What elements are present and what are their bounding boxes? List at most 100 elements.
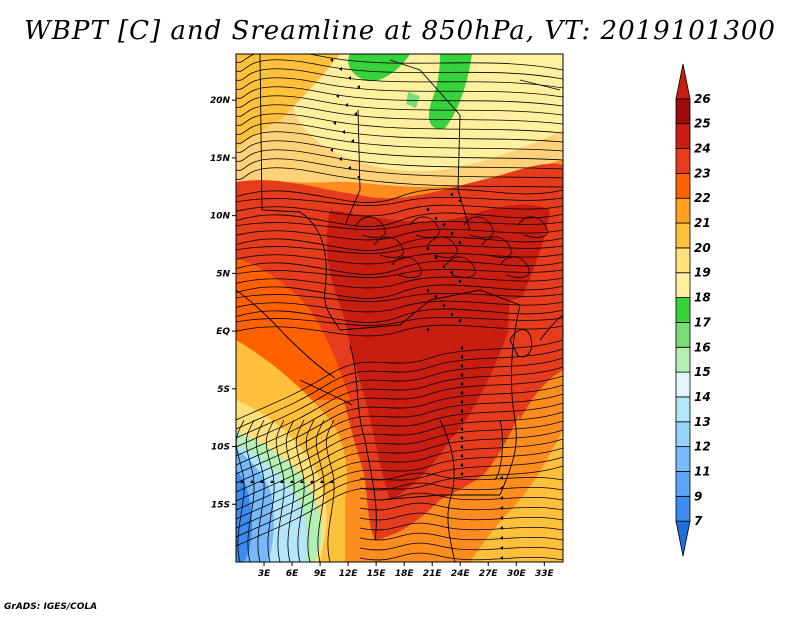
- field-south-orange: [345, 540, 430, 562]
- colorbar-label: 17: [694, 315, 711, 329]
- field-green-nw: [348, 54, 410, 81]
- colorbar-label: 21: [694, 216, 711, 230]
- border-line: [499, 304, 521, 496]
- colorbar-swatch: [675, 247, 691, 274]
- streamline-arrow: [342, 130, 345, 134]
- border-line: [439, 419, 456, 562]
- streamline: [236, 348, 563, 430]
- y-tick-label: 5N: [216, 269, 230, 279]
- streamline: [236, 384, 563, 466]
- streamline-arrow: [348, 76, 351, 80]
- colorbar-arrow-high: [675, 63, 691, 100]
- streamline: [236, 122, 563, 143]
- border-line: [519, 79, 561, 91]
- streamline-arrow: [354, 112, 357, 116]
- streamline-arrow: [460, 364, 463, 368]
- colorbar-label: 13: [694, 415, 711, 429]
- y-tick-label: 5S: [217, 385, 230, 395]
- streamline-arrow: [460, 346, 463, 350]
- border-line: [259, 54, 301, 213]
- colorbar-swatch: [675, 148, 691, 174]
- field-se-tan: [470, 430, 563, 562]
- streamline-arrow: [460, 418, 463, 422]
- streamline-arrow: [250, 480, 254, 483]
- colorbar-swatch: [675, 222, 691, 249]
- streamline: [245, 419, 255, 562]
- streamline-arrow: [458, 279, 461, 284]
- streamline-arrow: [442, 222, 445, 227]
- streamline: [236, 188, 563, 203]
- border-line: [389, 59, 461, 116]
- streamline: [295, 419, 305, 562]
- streamline-arrow: [460, 355, 463, 359]
- field-core-dark: [326, 204, 550, 501]
- streamline: [236, 212, 563, 227]
- streamline-arrow: [442, 303, 445, 308]
- streamline: [236, 402, 563, 484]
- streamline: [236, 339, 563, 421]
- x-tick-label: 18E: [395, 569, 415, 579]
- footer-credit: GrADS: IGES/COLA: [4, 602, 98, 612]
- y-tick-label: 15N: [210, 154, 231, 164]
- colorbar-label: 9: [694, 489, 702, 503]
- streamline: [359, 522, 563, 531]
- streamline: [236, 204, 563, 217]
- x-tick-label: 21E: [423, 569, 443, 579]
- streamline: [499, 256, 530, 278]
- streamline-arrow: [460, 391, 463, 395]
- border-line: [349, 344, 377, 541]
- streamline-arrow: [460, 436, 463, 440]
- streamline-arrow: [458, 240, 461, 245]
- streamline-arrow: [500, 546, 503, 550]
- streamline-arrow: [339, 67, 342, 71]
- streamline-arrow: [500, 476, 503, 480]
- streamline-arrow: [450, 270, 453, 275]
- x-tick-label: 6E: [286, 569, 299, 579]
- colorbar-swatch: [675, 421, 691, 448]
- streamline: [359, 502, 563, 511]
- streamline-arrow: [450, 312, 453, 317]
- streamline-arrow: [442, 264, 445, 269]
- border-line: [344, 109, 361, 226]
- streamline-arrow: [434, 294, 437, 299]
- streamline: [236, 324, 563, 337]
- streamline-arrow: [345, 103, 348, 107]
- streamline-arrow: [426, 288, 429, 293]
- colorbar-label: 14: [694, 390, 711, 404]
- streamline-arrow: [460, 463, 463, 467]
- streamline: [236, 419, 245, 562]
- border-line: [457, 114, 471, 231]
- streamline-arrow: [290, 480, 294, 483]
- colorbar-swatch: [675, 172, 691, 199]
- x-tick-label: 15E: [367, 569, 387, 579]
- streamline: [359, 512, 563, 521]
- streamline-arrow: [458, 318, 461, 323]
- colorbar: 7 9 11 12 13 14 15 16 17 18 19 20 21 22 23 24 25 26: [675, 63, 711, 557]
- streamline: [236, 77, 563, 98]
- streamline-arrow: [460, 427, 463, 431]
- x-axis: 3E 6E 9E 12E 15E 18E 21E 24E 27E 30E 33E: [258, 562, 554, 579]
- streamline: [236, 375, 563, 457]
- streamline: [236, 158, 563, 179]
- streamline: [236, 104, 563, 125]
- streamline: [236, 465, 563, 547]
- colorbar-swatch: [675, 371, 691, 398]
- streamline: [359, 552, 563, 561]
- streamline: [315, 419, 325, 562]
- x-tick-label: 9E: [314, 569, 327, 579]
- colorbar-label: 22: [694, 191, 711, 205]
- country-borders: [236, 54, 563, 562]
- streamline: [355, 216, 386, 238]
- colorbar-swatch: [675, 322, 691, 348]
- colorbar-arrow-low: [675, 520, 691, 557]
- streamline-arrow: [434, 216, 437, 221]
- streamline: [236, 429, 563, 511]
- streamline-arrow: [280, 480, 284, 483]
- streamline: [305, 419, 315, 562]
- streamline-arrow: [460, 382, 463, 386]
- plot-frame: [235, 53, 564, 563]
- streamline-arrow: [450, 192, 453, 197]
- streamline: [236, 276, 563, 289]
- streamline: [236, 228, 563, 241]
- border-line: [539, 314, 563, 341]
